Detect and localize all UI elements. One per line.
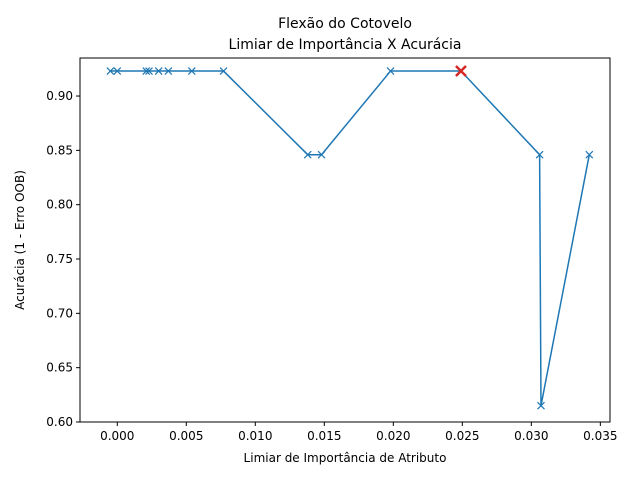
data-point bbox=[317, 150, 326, 159]
data-point bbox=[142, 67, 151, 75]
data-point bbox=[113, 67, 122, 75]
data-point bbox=[164, 67, 173, 75]
data-point bbox=[154, 67, 163, 75]
chart-title: Flexão do Cotovelo bbox=[278, 16, 412, 32]
y-tick-label: 0.85 bbox=[46, 143, 73, 157]
data-point bbox=[303, 150, 312, 159]
data-point bbox=[386, 67, 395, 75]
data-point bbox=[187, 67, 196, 75]
x-axis-label: Limiar de Importância de Atributo bbox=[244, 451, 447, 465]
data-point bbox=[585, 150, 594, 159]
plot-area bbox=[106, 65, 594, 410]
y-tick-label: 0.75 bbox=[46, 252, 73, 266]
x-tick-label: 0.025 bbox=[445, 429, 479, 443]
chart-subtitle: Limiar de Importância X Acurácia bbox=[229, 37, 462, 53]
data-point bbox=[537, 401, 545, 410]
series-line bbox=[110, 70, 591, 406]
x-tick-label: 0.015 bbox=[307, 429, 341, 443]
y-axis: 0.60 0.65 0.70 0.75 0.80 0.85 0.90 bbox=[46, 89, 80, 429]
y-tick-label: 0.60 bbox=[46, 415, 73, 429]
highlight-point bbox=[455, 65, 467, 77]
y-tick-label: 0.80 bbox=[46, 198, 73, 212]
x-tick-label: 0.030 bbox=[514, 429, 548, 443]
x-tick-label: 0.000 bbox=[100, 429, 134, 443]
x-tick-label: 0.005 bbox=[169, 429, 203, 443]
data-point bbox=[106, 67, 115, 75]
y-tick-label: 0.70 bbox=[46, 306, 73, 320]
y-tick-label: 0.90 bbox=[46, 89, 73, 103]
x-tick-label: 0.010 bbox=[238, 429, 272, 443]
x-tick-label: 0.035 bbox=[583, 429, 617, 443]
x-tick-label: 0.020 bbox=[376, 429, 410, 443]
y-axis-label: Acurácia (1 - Erro OOB) bbox=[13, 170, 27, 310]
x-axis: 0.000 0.005 0.010 0.015 0.020 0.025 0.030 0.035 bbox=[100, 422, 618, 443]
y-tick-label: 0.65 bbox=[46, 361, 73, 375]
data-point bbox=[535, 150, 544, 159]
data-point bbox=[219, 67, 228, 75]
data-point bbox=[145, 67, 153, 75]
axes-frame bbox=[79, 57, 611, 423]
